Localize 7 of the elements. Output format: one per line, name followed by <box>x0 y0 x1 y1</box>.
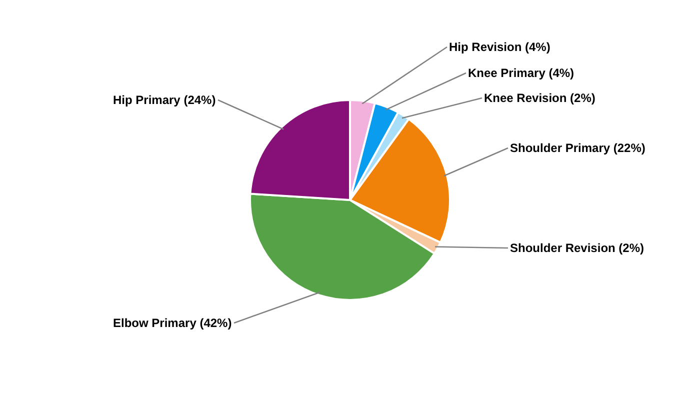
slice-label: Shoulder Revision (2%) <box>510 241 644 255</box>
slice-label: Knee Revision (2%) <box>484 91 596 105</box>
slice-label: Hip Primary (24%) <box>113 93 216 107</box>
slice-label: Knee Primary (4%) <box>468 66 574 80</box>
slice-label: Hip Revision (4%) <box>449 40 550 54</box>
slice-label: Shoulder Primary (22%) <box>510 141 646 155</box>
slice-label: Elbow Primary (42%) <box>113 316 232 330</box>
